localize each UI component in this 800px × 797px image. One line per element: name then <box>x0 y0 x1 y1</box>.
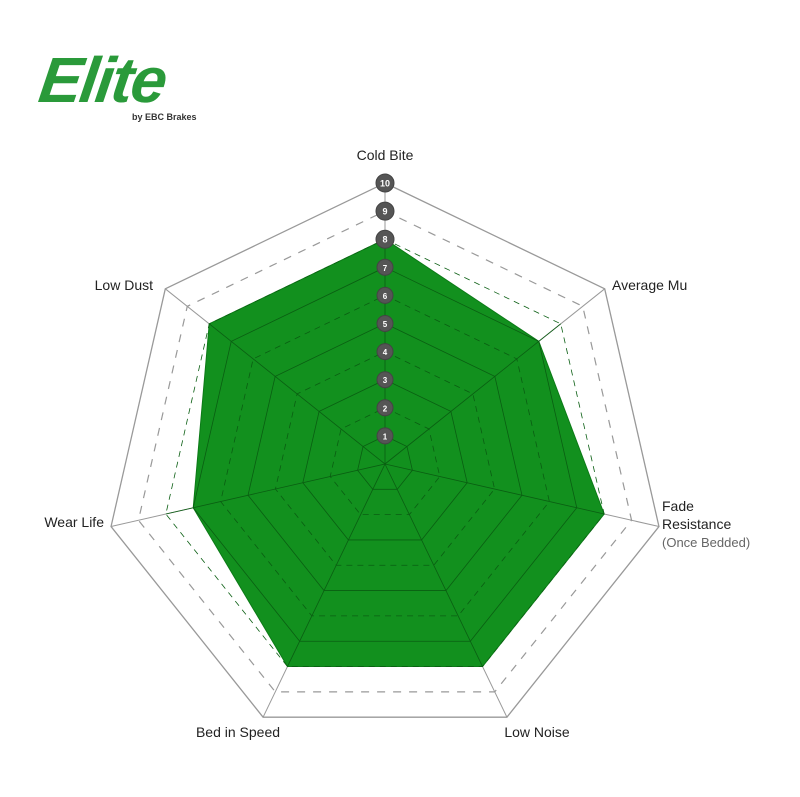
grid-spoke-inner <box>208 323 386 465</box>
grid-spoke-inner <box>384 463 605 515</box>
tick-marker <box>376 343 394 361</box>
grid-ring-2 <box>329 407 441 516</box>
grid-ring-8 <box>165 238 605 667</box>
axis-label: Resistance <box>662 516 731 532</box>
tick-label: 7 <box>383 264 388 273</box>
grid-spoke-inner <box>384 323 562 465</box>
grid-ring-3 <box>302 379 468 541</box>
tick-marker <box>376 399 394 417</box>
logo-subtitle: by EBC Brakes <box>132 112 197 122</box>
axis-label: Bed in Speed <box>196 724 280 740</box>
elite-logo: Elite by EBC Brakes <box>35 44 197 122</box>
tick-marker <box>375 173 395 193</box>
tick-label: 1 <box>383 432 388 441</box>
tick-marker <box>375 201 395 221</box>
axis-label: Cold Bite <box>357 147 414 163</box>
grid-ring-9 <box>137 210 633 693</box>
tick-marker <box>376 427 394 445</box>
tick-label: 4 <box>383 348 388 357</box>
axis-label: Wear Life <box>44 514 104 530</box>
grid-ring-1 <box>357 435 413 490</box>
grid-ring-5 <box>247 323 523 591</box>
tick-marker <box>376 371 394 389</box>
grid-ring-4 <box>274 351 496 566</box>
tick-label: 9 <box>382 207 387 217</box>
tick-label: 2 <box>383 404 388 413</box>
tick-label: 8 <box>382 235 387 245</box>
tick-marker <box>376 315 394 332</box>
grid-spoke-inner <box>165 463 386 515</box>
tick-label: 3 <box>383 376 388 385</box>
tick-marker <box>376 258 394 276</box>
axis-sublabel: (Once Bedded) <box>662 535 750 550</box>
tick-label: 5 <box>383 320 388 329</box>
grid-ring-10 <box>110 182 660 718</box>
grid-ring-6 <box>220 294 550 617</box>
axis-label: Fade <box>662 498 694 514</box>
tick-label: 6 <box>383 292 388 301</box>
grid-spoke-inner <box>384 463 483 667</box>
tick-marker <box>375 229 395 249</box>
tick-marker <box>376 286 394 304</box>
tick-label: 10 <box>380 179 390 189</box>
axis-label: Low Dust <box>95 277 153 293</box>
grid-ring-7 <box>192 266 578 642</box>
axis-label: Low Noise <box>504 724 570 740</box>
axis-label: Average Mu <box>612 277 687 293</box>
grid-spoke-inner <box>287 463 386 667</box>
